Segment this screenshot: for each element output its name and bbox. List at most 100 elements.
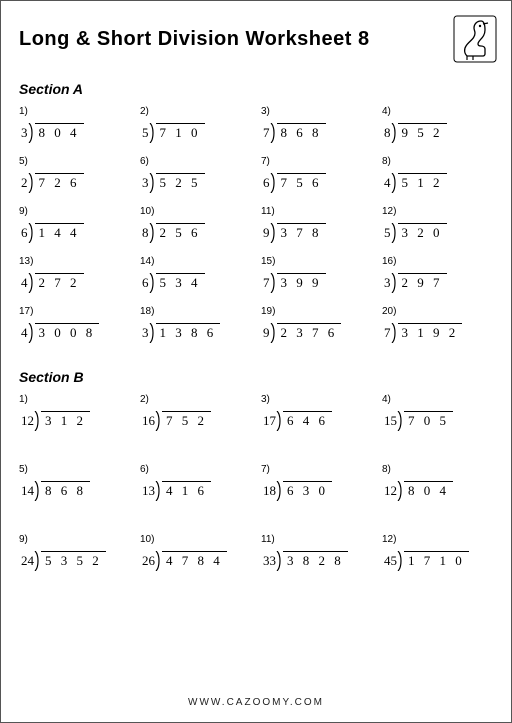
- falcon-logo-icon: [453, 15, 497, 63]
- division-problem: 6) 134 1 6: [140, 463, 255, 499]
- division-expression: 148 6 8: [21, 481, 90, 499]
- division-expression: 73 9 9: [263, 273, 326, 291]
- division-problem: 17) 43 0 0 8: [19, 305, 134, 341]
- question-number: 11): [261, 534, 275, 545]
- division-problem: 15) 73 9 9: [261, 255, 376, 291]
- dividend: 4 1 6: [162, 481, 211, 499]
- question-number: 5): [19, 156, 28, 167]
- dividend: 2 9 7: [398, 273, 447, 291]
- question-number: 7): [261, 464, 270, 475]
- question-number: 15): [261, 256, 275, 267]
- dividend: 3 1 9 2: [398, 323, 463, 341]
- dividend: 8 6 8: [277, 123, 326, 141]
- division-expression: 57 1 0: [142, 123, 205, 141]
- dividend: 9 5 2: [398, 123, 447, 141]
- question-number: 1): [19, 106, 28, 117]
- division-expression: 333 8 2 8: [263, 551, 348, 569]
- question-number: 1): [19, 394, 28, 405]
- division-problem: 10) 82 5 6: [140, 205, 255, 241]
- division-problem: 5)148 6 8: [19, 463, 134, 499]
- question-number: 16): [382, 256, 396, 267]
- dividend: 6 3 0: [283, 481, 332, 499]
- division-expression: 45 1 2: [384, 173, 447, 191]
- dividend: 8 0 4: [35, 123, 84, 141]
- division-expression: 245 3 5 2: [21, 551, 106, 569]
- question-number: 14): [140, 256, 154, 267]
- division-expression: 92 3 7 6: [263, 323, 341, 341]
- question-number: 12): [382, 534, 396, 545]
- question-number: 18): [140, 306, 154, 317]
- problem-grid: 1)38 0 42)57 1 03)78 6 84)89 5 25)27 2 6…: [19, 105, 497, 341]
- question-number: 10): [140, 206, 154, 217]
- dividend: 5 2 5: [156, 173, 205, 191]
- dividend: 3 8 2 8: [283, 551, 348, 569]
- dividend: 3 1 2: [41, 411, 90, 429]
- worksheet-page: Long & Short Division Worksheet 8 Sectio…: [0, 0, 512, 723]
- question-number: 7): [261, 156, 270, 167]
- division-expression: 93 7 8: [263, 223, 326, 241]
- division-expression: 451 7 1 0: [384, 551, 469, 569]
- dividend: 2 5 6: [156, 223, 205, 241]
- division-problem: 7)186 3 0: [261, 463, 376, 499]
- division-expression: 134 1 6: [142, 481, 211, 499]
- division-expression: 82 5 6: [142, 223, 205, 241]
- question-number: 12): [382, 206, 396, 217]
- division-problem: 13)42 7 2: [19, 255, 134, 291]
- dividend: 7 1 0: [156, 123, 205, 141]
- division-expression: 128 0 4: [384, 481, 453, 499]
- question-number: 3): [261, 106, 270, 117]
- question-number: 20): [382, 306, 396, 317]
- question-number: 6): [140, 156, 149, 167]
- division-expression: 73 1 9 2: [384, 323, 462, 341]
- question-number: 8): [382, 156, 391, 167]
- question-number: 2): [140, 394, 149, 405]
- question-number: 6): [140, 464, 149, 475]
- dividend: 7 0 5: [404, 411, 453, 429]
- question-number: 17): [19, 306, 33, 317]
- division-expression: 176 4 6: [263, 411, 332, 429]
- division-problem: 8) 45 1 2: [382, 155, 497, 191]
- division-problem: 1)38 0 4: [19, 105, 134, 141]
- sections-container: Section A1)38 0 42)57 1 03)78 6 84)89 5 …: [19, 81, 497, 569]
- dividend: 7 5 6: [277, 173, 326, 191]
- division-problem: 12) 53 2 0: [382, 205, 497, 241]
- question-number: 8): [382, 464, 391, 475]
- division-problem: 9) 245 3 5 2: [19, 533, 134, 569]
- question-number: 2): [140, 106, 149, 117]
- dividend: 7 5 2: [162, 411, 211, 429]
- dividend: 4 7 8 4: [162, 551, 227, 569]
- question-number: 9): [19, 534, 28, 545]
- division-problem: 20) 73 1 9 2: [382, 305, 497, 341]
- dividend: 1 3 8 6: [156, 323, 221, 341]
- dividend: 1 7 1 0: [404, 551, 469, 569]
- division-expression: 32 9 7: [384, 273, 447, 291]
- division-expression: 123 1 2: [21, 411, 90, 429]
- division-problem: 11) 333 8 2 8: [261, 533, 376, 569]
- division-problem: 1) 123 1 2: [19, 393, 134, 429]
- division-expression: 89 5 2: [384, 123, 447, 141]
- division-expression: 53 2 0: [384, 223, 447, 241]
- division-expression: 65 3 4: [142, 273, 205, 291]
- footer-text: WWW.CAZOOMY.COM: [1, 697, 511, 708]
- dividend: 8 6 8: [41, 481, 90, 499]
- question-number: 10): [140, 534, 154, 545]
- dividend: 2 3 7 6: [277, 323, 342, 341]
- question-number: 9): [19, 206, 28, 217]
- division-expression: 67 5 6: [263, 173, 326, 191]
- division-problem: 6) 35 2 5: [140, 155, 255, 191]
- question-number: 3): [261, 394, 270, 405]
- problem-grid: 1)123 1 22)167 5 23)176 4 64)157 0 55)14…: [19, 393, 497, 569]
- division-expression: 35 2 5: [142, 173, 205, 191]
- page-title: Long & Short Division Worksheet 8: [19, 28, 370, 51]
- division-expression: 27 2 6: [21, 173, 84, 191]
- division-expression: 157 0 5: [384, 411, 453, 429]
- section-gap: [19, 341, 497, 359]
- division-expression: 42 7 2: [21, 273, 84, 291]
- division-expression: 43 0 0 8: [21, 323, 99, 341]
- question-number: 4): [382, 394, 391, 405]
- division-problem: 3) 176 4 6: [261, 393, 376, 429]
- dividend: 2 7 2: [35, 273, 84, 291]
- dividend: 3 0 0 8: [35, 323, 100, 341]
- dividend: 1 4 4: [35, 223, 84, 241]
- dividend: 5 3 4: [156, 273, 205, 291]
